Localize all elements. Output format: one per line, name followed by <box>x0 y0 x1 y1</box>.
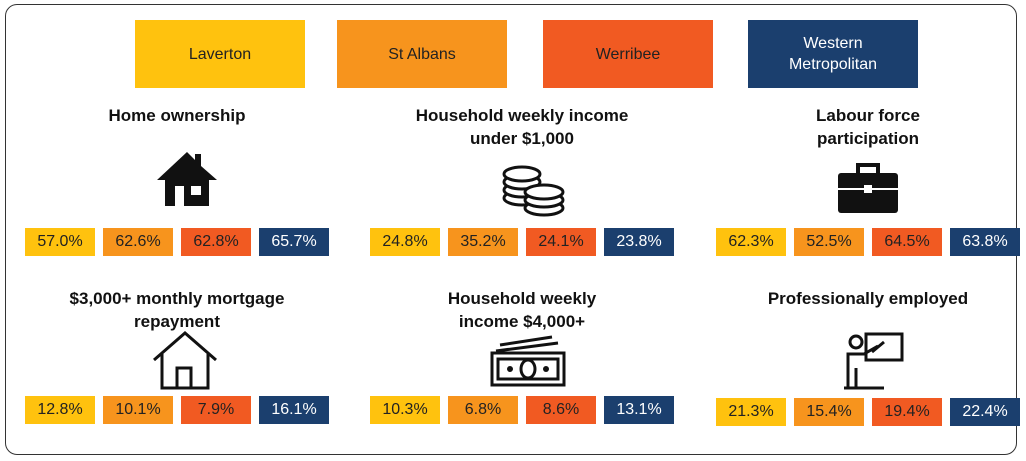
value-box: 15.4% <box>794 398 864 426</box>
value-box: 12.8% <box>25 396 95 424</box>
legend-item: Western Metropolitan <box>748 20 918 88</box>
value-box: 63.8% <box>950 228 1020 256</box>
value-box: 64.5% <box>872 228 942 256</box>
value-box: 57.0% <box>25 228 95 256</box>
value-box: 62.6% <box>103 228 173 256</box>
value-box: 19.4% <box>872 398 942 426</box>
value-box: 10.3% <box>370 396 440 424</box>
legend-item: Werribee <box>543 20 713 88</box>
banknote-icon <box>490 335 566 387</box>
panel-title: Household weekly income under $1,000 <box>415 106 629 148</box>
panel-title: Professionally employed <box>767 289 969 308</box>
house-outline-icon <box>153 331 217 390</box>
panel-title: Household weekly income $4,000+ <box>447 289 597 331</box>
panel-title: Home ownership <box>108 106 246 125</box>
value-box: 13.1% <box>604 396 674 424</box>
home-icon <box>157 152 217 206</box>
value-box: 65.7% <box>259 228 329 256</box>
panel-title: Labour force participation <box>816 106 920 148</box>
value-box: 62.8% <box>181 228 251 256</box>
value-box: 62.3% <box>716 228 786 256</box>
value-box: 24.8% <box>370 228 440 256</box>
legend-item: St Albans <box>337 20 507 88</box>
value-box: 52.5% <box>794 228 864 256</box>
legend-item: Laverton <box>135 20 305 88</box>
value-box: 7.9% <box>181 396 251 424</box>
value-box: 23.8% <box>604 228 674 256</box>
value-box: 21.3% <box>716 398 786 426</box>
panel-title: $3,000+ monthly mortgage repayment <box>69 289 285 331</box>
value-box: 8.6% <box>526 396 596 424</box>
value-box: 22.4% <box>950 398 1020 426</box>
value-box: 6.8% <box>448 396 518 424</box>
presenter-icon <box>844 332 904 390</box>
value-box: 16.1% <box>259 396 329 424</box>
value-box: 24.1% <box>526 228 596 256</box>
value-box: 35.2% <box>448 228 518 256</box>
coins-icon <box>502 165 565 217</box>
briefcase-icon <box>838 163 898 213</box>
value-box: 10.1% <box>103 396 173 424</box>
